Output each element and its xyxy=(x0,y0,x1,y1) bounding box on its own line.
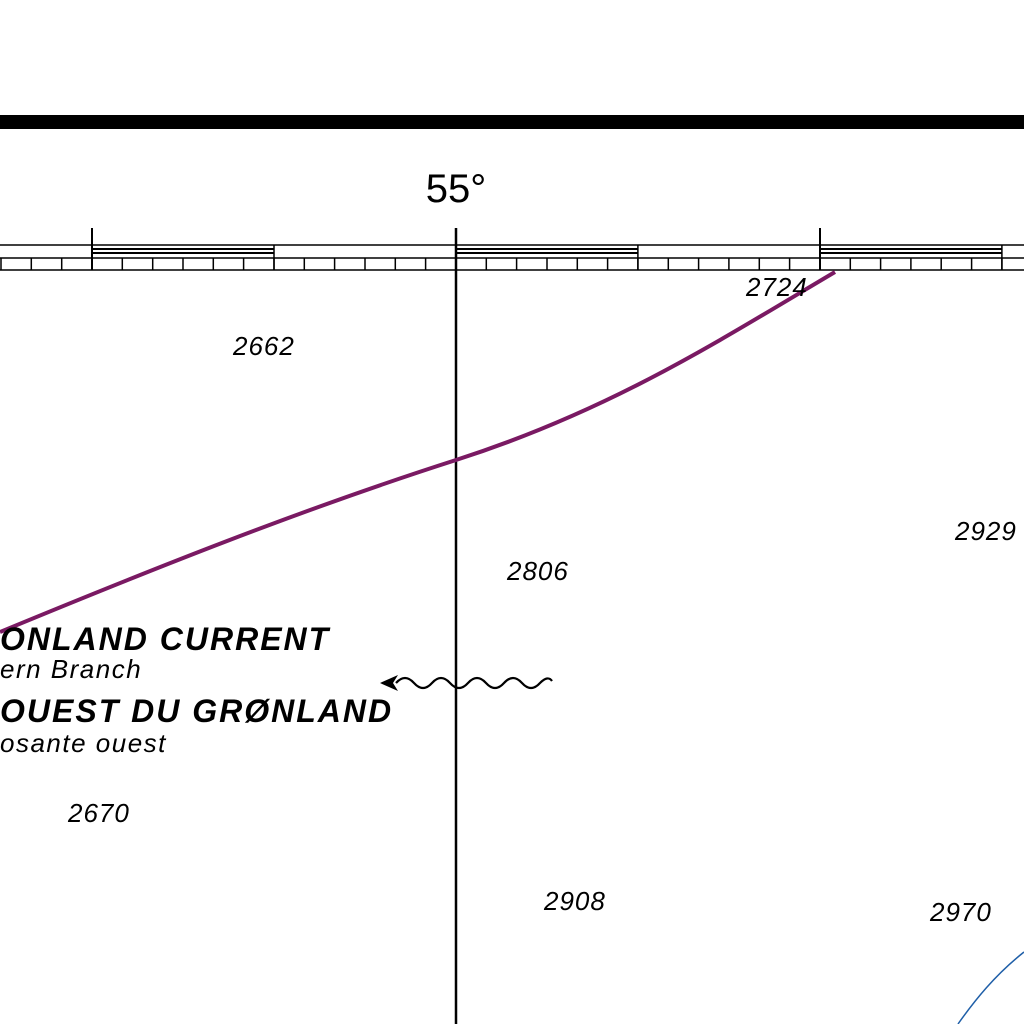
boundary-line xyxy=(0,270,837,634)
sounding-2724: 2724 xyxy=(745,272,808,302)
chart-top-border xyxy=(0,115,1024,129)
sounding-2662: 2662 xyxy=(232,331,295,361)
scale-alternating-bars xyxy=(92,248,1002,254)
current-name-english: ONLAND CURRENT xyxy=(0,621,331,657)
longitude-label: 55° xyxy=(426,167,487,211)
current-name-french: OUEST DU GRØNLAND xyxy=(0,693,393,729)
sounding-2908: 2908 xyxy=(543,886,606,916)
current-branch-french: osante ouest xyxy=(0,728,167,758)
current-arrow-icon xyxy=(380,675,553,691)
sounding-2806: 2806 xyxy=(506,556,569,586)
sounding-2670: 2670 xyxy=(67,798,130,828)
sounding-2970: 2970 xyxy=(929,897,992,927)
sounding-2929: 2929 xyxy=(954,516,1017,546)
graduated-border-scale xyxy=(0,228,1024,271)
current-branch-english: ern Branch xyxy=(0,654,142,684)
depth-contour xyxy=(957,951,1024,1024)
